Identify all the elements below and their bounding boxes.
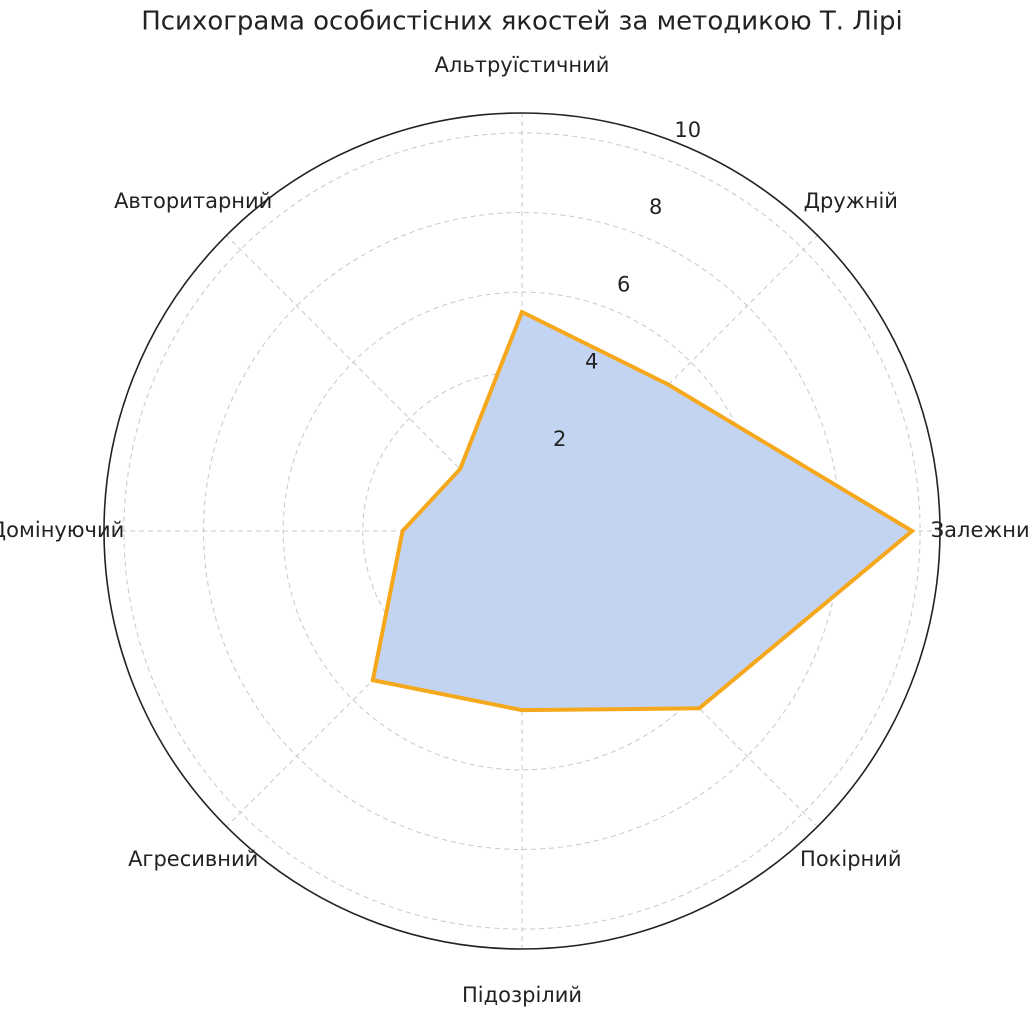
category-label: Домінуючий (0, 518, 124, 542)
chart-title: Психограма особистісних якостей за метод… (141, 7, 903, 37)
r-tick-label: 4 (585, 350, 598, 374)
r-tick-label: 6 (617, 272, 630, 296)
radar-area (370, 309, 916, 713)
category-label: Підозрілий (462, 983, 582, 1007)
category-label: Альтруїстичний (435, 53, 610, 77)
category-label: Залежний (931, 518, 1028, 542)
r-tick-label: 10 (674, 118, 701, 142)
category-label: Авторитарний (114, 189, 272, 213)
outer-circle (103, 112, 941, 950)
spoke (226, 235, 523, 532)
category-label: Агресивний (128, 847, 258, 871)
category-label: Покірний (800, 847, 902, 871)
category-label: Дружній (804, 189, 898, 213)
r-tick-label: 8 (649, 195, 662, 219)
r-tick-label: 2 (553, 427, 566, 451)
